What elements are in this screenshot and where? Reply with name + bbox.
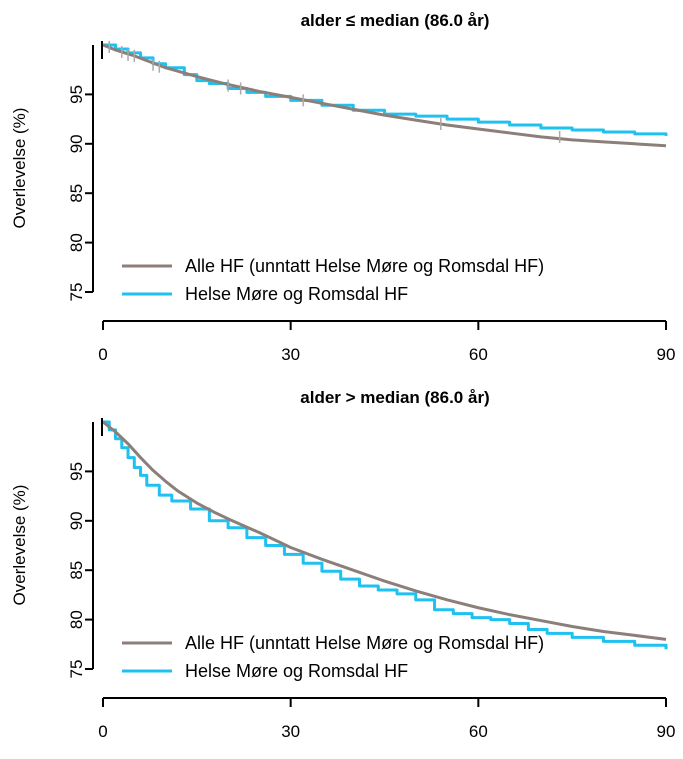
y-tick-label: 95 — [67, 85, 86, 104]
y-tick-label: 90 — [67, 134, 86, 153]
x-tick-label: 30 — [281, 345, 300, 364]
series-line — [103, 420, 668, 650]
y-tick-label: 80 — [67, 610, 86, 629]
y-tick-label: 85 — [67, 184, 86, 203]
series-line — [102, 420, 667, 641]
y-axis-label: Overlevelse (%) — [10, 108, 29, 229]
legend-label: Alle HF (unntatt Helse Møre og Romsdal H… — [185, 633, 544, 653]
x-tick-label: 90 — [657, 722, 676, 741]
x-tick-label: 0 — [98, 345, 107, 364]
legend-label: Alle HF (unntatt Helse Møre og Romsdal H… — [185, 256, 544, 276]
series-line — [102, 43, 667, 148]
y-tick-label: 80 — [67, 233, 86, 252]
y-tick-label: 75 — [67, 660, 86, 679]
x-tick-label: 0 — [98, 722, 107, 741]
y-tick-label: 95 — [67, 462, 86, 481]
y-tick-label: 75 — [67, 283, 86, 302]
legend-label: Helse Møre og Romsdal HF — [185, 284, 408, 304]
legend-label: Helse Møre og Romsdal HF — [185, 661, 408, 681]
chart-title: alder > median (86.0 år) — [300, 388, 489, 407]
x-tick-label: 30 — [281, 722, 300, 741]
y-tick-label: 85 — [67, 561, 86, 580]
y-tick-label: 90 — [67, 511, 86, 530]
y-axis-label: Overlevelse (%) — [10, 485, 29, 606]
x-tick-label: 60 — [469, 345, 488, 364]
survival-chart-age-above-median: alder > median (86.0 år) 75 80 85 90 95 Overle… — [10, 388, 676, 741]
x-tick-label: 90 — [657, 345, 676, 364]
chart-panel-age-above-median: alder > median (86.0 år) 75 80 85 90 95 Overle… — [0, 377, 683, 754]
x-tick-label: 60 — [469, 722, 488, 741]
chart-panel-age-below-median: alder ≤ median (86.0 år) 75 80 85 90 95 Overle… — [0, 0, 683, 377]
survival-chart-age-below-median: alder ≤ median (86.0 år) 75 80 85 90 95 Overle… — [10, 11, 676, 364]
chart-title: alder ≤ median (86.0 år) — [301, 11, 490, 30]
series-line — [103, 43, 668, 136]
